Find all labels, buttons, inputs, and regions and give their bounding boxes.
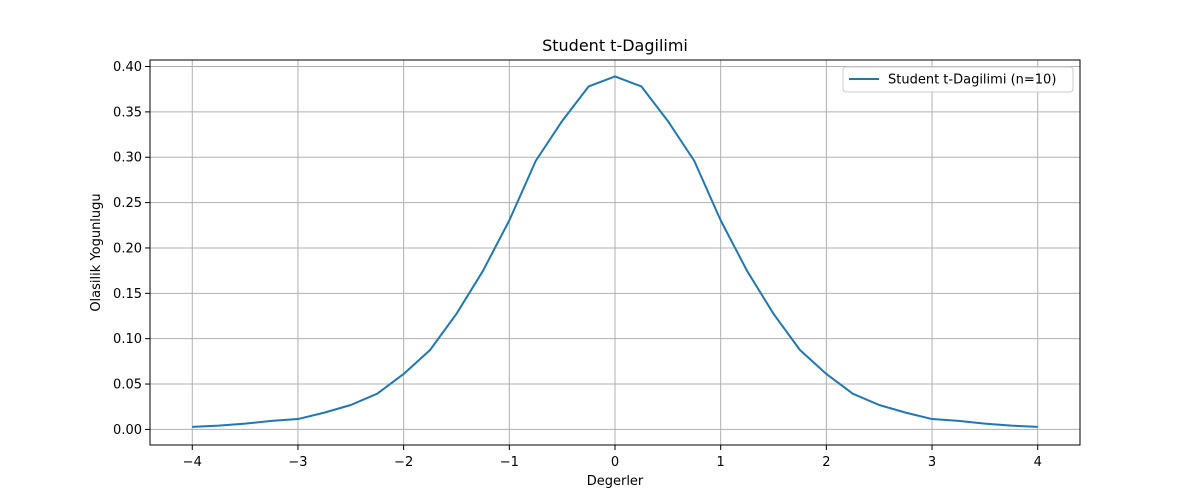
y-axis-label: Olasilik Yogunlugu xyxy=(89,193,104,311)
x-tick-label: −4 xyxy=(183,455,202,470)
chart-title: Student t-Dagilimi xyxy=(542,36,688,55)
y-tick-label: 0.00 xyxy=(113,423,142,438)
legend-label: Student t-Dagilimi (n=10) xyxy=(888,73,1056,88)
legend: Student t-Dagilimi (n=10) xyxy=(842,66,1074,93)
series-layer xyxy=(192,75,1038,428)
y-tick-label: 0.20 xyxy=(113,241,142,256)
legend-box xyxy=(842,66,1074,93)
grid xyxy=(150,60,1080,445)
x-tick-label: 0 xyxy=(611,455,619,470)
x-tick-label: 1 xyxy=(717,455,725,470)
x-axis-label: Degerler xyxy=(587,474,644,489)
x-axis: −4 −3 −2 −1 0 1 2 3 4 xyxy=(183,445,1042,470)
x-tick-label: −2 xyxy=(394,455,413,470)
y-tick-label: 0.40 xyxy=(113,60,142,75)
y-tick-label: 0.10 xyxy=(113,332,142,347)
x-tick-label: −1 xyxy=(500,455,519,470)
y-axis: 0.00 0.05 0.10 0.15 0.20 0.25 0.30 0.35 0.40 xyxy=(113,60,150,438)
y-tick-label: 0.05 xyxy=(113,378,142,393)
y-tick-label: 0.25 xyxy=(113,196,142,211)
x-tick-label: 2 xyxy=(822,455,830,470)
y-tick-label: 0.30 xyxy=(113,151,142,166)
x-tick-label: 4 xyxy=(1034,455,1042,470)
y-tick-label: 0.35 xyxy=(113,105,142,120)
y-tick-label: 0.15 xyxy=(113,287,142,302)
x-tick-label: −3 xyxy=(288,455,307,470)
x-tick-label: 3 xyxy=(928,455,936,470)
series-line xyxy=(192,75,1038,428)
